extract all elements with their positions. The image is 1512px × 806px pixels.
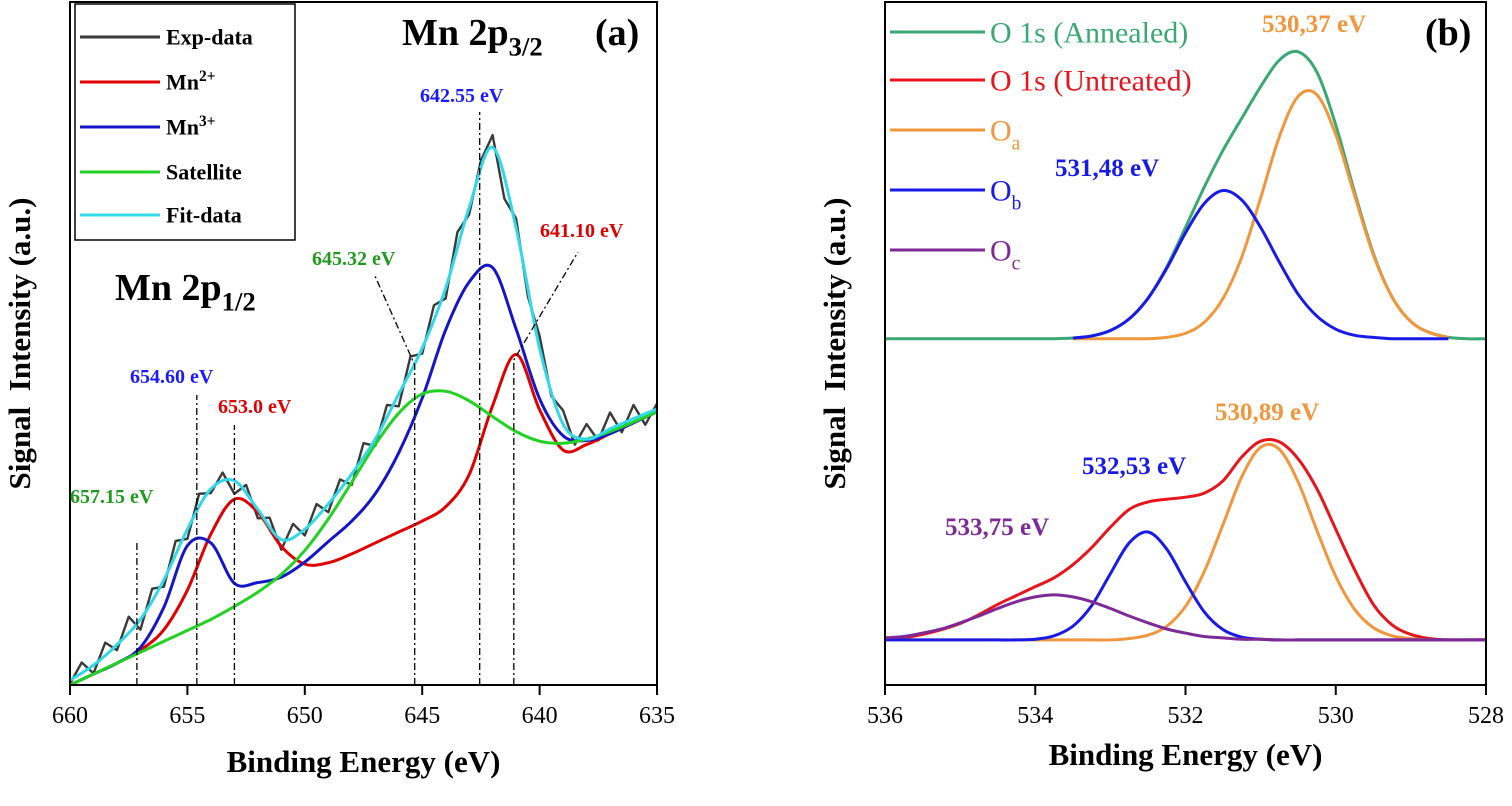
- x-tick-label: 532: [1168, 703, 1204, 729]
- data-line: [69, 145, 658, 682]
- annotation-main: Mn 2p: [402, 12, 509, 54]
- legend-label: Oc: [990, 235, 1021, 275]
- data-line: [69, 352, 658, 687]
- x-tick-label: 645: [404, 703, 440, 729]
- legend-box: [74, 3, 296, 241]
- legend-label: O 1s (Annealed): [990, 17, 1188, 50]
- annotation: 530,89 eV: [1215, 399, 1319, 426]
- legend-label: Satellite: [166, 160, 242, 185]
- annotation-sub: 3/2: [509, 32, 543, 62]
- annotation: (a): [595, 12, 639, 54]
- annotation-main: Mn 2p: [115, 267, 222, 309]
- annotation: 532,53 eV: [1082, 453, 1186, 480]
- y-axis-title: Signal Intensity (a.u.): [2, 198, 37, 490]
- x-tick-label: 655: [169, 703, 205, 729]
- legend-label: Exp-data: [166, 25, 253, 50]
- legend-label: Mn3+: [166, 113, 215, 140]
- legend-label: Oa: [990, 115, 1021, 155]
- annotation: 642.55 eV: [420, 85, 504, 107]
- data-line: [1072, 189, 1449, 341]
- legend-label-sup: 3+: [199, 113, 215, 130]
- x-tick-label: 650: [287, 703, 323, 729]
- annotation: Mn 2p1/2: [115, 267, 256, 317]
- legend-label-main: O: [990, 235, 1012, 268]
- legend-label-sup: 2+: [199, 68, 215, 85]
- legend-label: O 1s (Untreated): [990, 65, 1192, 98]
- y-axis-title: Signal Intensity (a.u.): [817, 198, 852, 490]
- plot-frame: [69, 1, 658, 686]
- legend-label-sub: b: [1012, 194, 1022, 215]
- annotation: 533,75 eV: [945, 514, 1049, 541]
- annotation: 530,37 eV: [1262, 11, 1366, 38]
- annotation: 654.60 eV: [130, 366, 214, 388]
- x-tick-label: 534: [1017, 703, 1053, 729]
- legend-label-sub: c: [1012, 254, 1021, 275]
- x-tick-label: 528: [1468, 703, 1504, 729]
- annotation: Mn 2p3/2: [402, 12, 543, 62]
- x-tick-label: 640: [522, 703, 558, 729]
- x-axis-title: Binding Energy (eV): [227, 744, 501, 779]
- x-tick-label: 660: [52, 703, 88, 729]
- legend-label: Ob: [990, 175, 1021, 215]
- legend-label-main: O: [990, 115, 1012, 148]
- data-line: [1072, 89, 1449, 341]
- legend-label-main: Mn: [166, 115, 199, 140]
- annotation: (b): [1425, 12, 1471, 54]
- annotation: 641.10 eV: [540, 220, 624, 242]
- data-line: [69, 389, 658, 687]
- annotation: 657.15 eV: [70, 486, 154, 508]
- annotation: 653.0 eV: [218, 396, 292, 418]
- annotation-sub: 1/2: [222, 287, 256, 317]
- data-line: [884, 593, 1486, 642]
- legend-label-main: Mn: [166, 70, 199, 95]
- legend-label: Fit-data: [166, 203, 242, 228]
- legend-label-main: O: [990, 175, 1012, 208]
- legend-label: Mn2+: [166, 68, 215, 95]
- x-axis-title: Binding Energy (eV): [1049, 737, 1323, 772]
- data-line: [884, 437, 1486, 642]
- annotation: 645.32 eV: [312, 248, 396, 270]
- data-line: [69, 263, 658, 687]
- x-tick-label: 530: [1318, 703, 1354, 729]
- legend-label-sub: a: [1012, 134, 1021, 155]
- annotation-leader: [513, 251, 579, 685]
- annotation-leader: [374, 275, 416, 685]
- annotation: 531,48 eV: [1055, 155, 1159, 182]
- x-tick-label: 536: [867, 703, 903, 729]
- x-tick-label: 635: [639, 703, 675, 729]
